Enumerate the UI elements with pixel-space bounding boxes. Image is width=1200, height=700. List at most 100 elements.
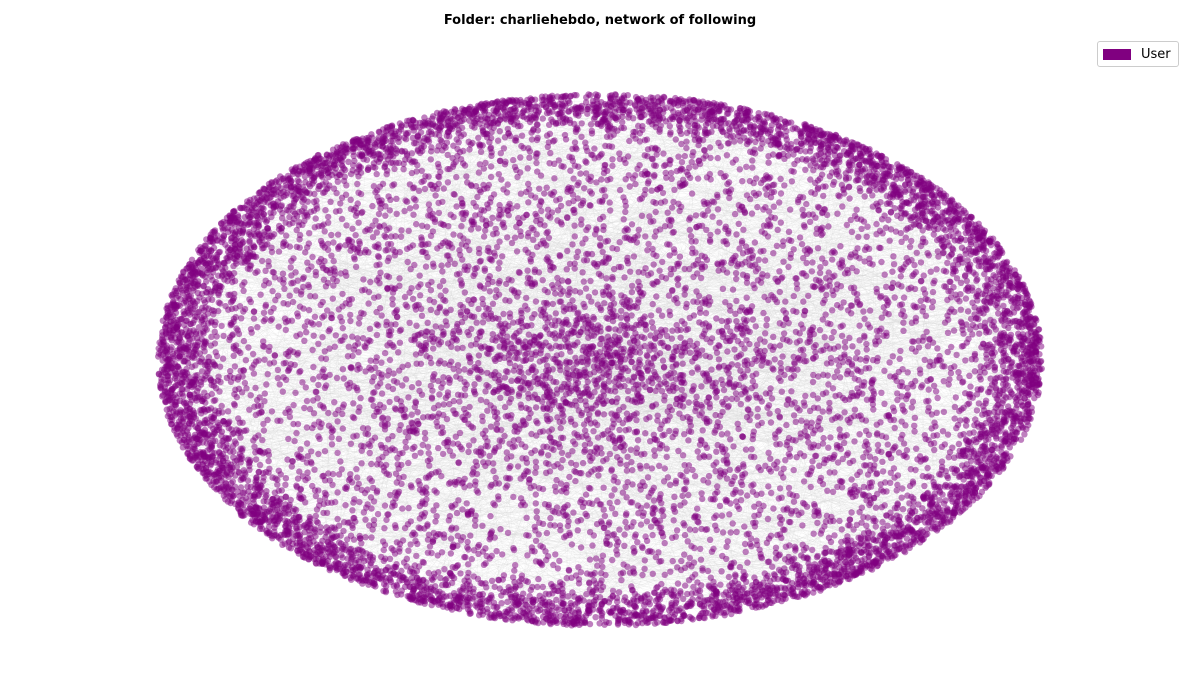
user-node: [391, 165, 398, 173]
network-edge: [372, 204, 709, 583]
network-edge: [209, 249, 1004, 372]
chart-title: Folder: charliehebdo, network of followi…: [443, 13, 757, 28]
network-edge: [452, 355, 993, 577]
network-edge: [477, 129, 767, 371]
network-edge: [636, 167, 902, 326]
network-edge: [201, 321, 578, 603]
network-edge: [380, 272, 764, 356]
network-edge: [655, 155, 882, 601]
network-edge: [441, 117, 970, 268]
network-edge: [373, 321, 463, 394]
network-edge: [481, 321, 1029, 605]
user-node: [368, 534, 375, 541]
network-edge: [417, 483, 732, 587]
network-edge: [391, 132, 983, 426]
network-edge: [655, 203, 848, 543]
user-node: [957, 306, 964, 313]
network-edge: [612, 316, 918, 519]
network-edge: [203, 107, 667, 456]
network-edge: [315, 174, 578, 435]
network-edge: [798, 307, 884, 515]
network-edge: [365, 147, 1030, 328]
network-edge: [407, 179, 602, 583]
network-edge: [337, 157, 341, 453]
network-edge: [889, 166, 899, 521]
network-edge: [713, 112, 841, 358]
network-edge: [179, 400, 805, 584]
network-edge: [741, 307, 963, 327]
user-node: [938, 463, 946, 470]
network-edge: [214, 305, 627, 454]
network-edge: [354, 143, 802, 551]
network-edge: [459, 243, 997, 597]
network-edge: [342, 156, 354, 418]
network-edge: [707, 122, 767, 363]
network-edge: [706, 177, 784, 340]
user-node: [872, 523, 879, 530]
user-node: [229, 278, 236, 286]
network-edge: [287, 252, 495, 532]
network-edge: [660, 187, 977, 499]
network-edge: [529, 151, 639, 303]
network-edge: [518, 292, 662, 512]
network-edge: [165, 327, 744, 467]
network-edge: [784, 158, 945, 247]
network-edge: [392, 506, 836, 585]
network-edge: [786, 164, 860, 405]
network-edge: [503, 222, 959, 265]
network-edge: [378, 189, 928, 278]
network-edge: [276, 427, 414, 518]
network-edge: [164, 387, 852, 541]
network-edge: [234, 394, 483, 526]
network-edge: [757, 408, 802, 556]
user-node: [898, 494, 905, 501]
network-edge: [363, 326, 985, 513]
network-edge: [176, 412, 845, 435]
network-edge: [843, 302, 850, 360]
user-node: [899, 506, 907, 513]
network-edge: [165, 230, 729, 359]
user-node: [838, 526, 845, 533]
network-edge: [757, 117, 877, 553]
network-edge: [218, 252, 1028, 325]
network-edge: [554, 329, 811, 591]
network-edge: [639, 103, 783, 278]
user-node: [427, 156, 434, 163]
user-node: [265, 469, 272, 476]
network-edge: [592, 457, 857, 559]
network-edge: [222, 342, 1033, 468]
user-node: [625, 114, 632, 121]
network-edge: [340, 147, 342, 556]
network-edge: [372, 150, 579, 377]
network-edge: [576, 127, 954, 274]
network-edge: [198, 387, 408, 583]
network-edge: [768, 182, 870, 591]
network-edge: [432, 118, 595, 391]
network-edge: [505, 113, 606, 620]
network-edge: [165, 350, 947, 516]
network-edge: [326, 269, 926, 523]
network-edge: [176, 413, 508, 486]
network-edge: [195, 329, 402, 366]
network-edge: [265, 245, 323, 520]
network-edge: [801, 324, 933, 507]
network-edge: [293, 259, 491, 303]
user-node: [626, 107, 633, 114]
network-edge: [445, 241, 838, 575]
network-edge: [284, 209, 764, 243]
network-edge: [684, 130, 744, 555]
network-edge: [197, 227, 887, 429]
network-edge: [225, 475, 794, 597]
network-edge: [288, 175, 758, 410]
network-edge: [280, 197, 848, 537]
network-edge: [331, 176, 440, 503]
network-edge: [206, 231, 325, 444]
network-edge: [218, 310, 604, 404]
user-node: [802, 166, 809, 173]
network-edge: [523, 209, 549, 594]
network-edge: [402, 358, 654, 578]
network-edge: [330, 154, 865, 184]
network-edge: [554, 140, 903, 489]
network-edge: [272, 179, 884, 204]
